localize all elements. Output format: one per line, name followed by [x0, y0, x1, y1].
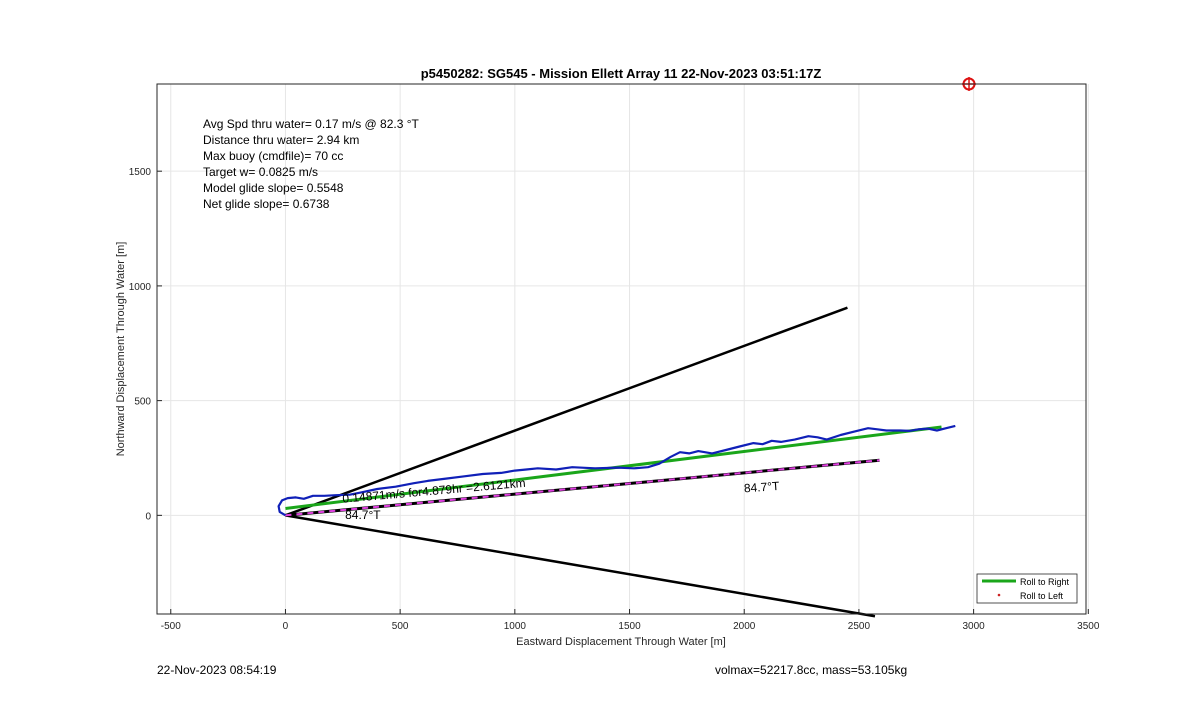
- x-tick-label: 500: [392, 621, 409, 632]
- legend-box: [976, 573, 1078, 604]
- heading-line-dashed: [285, 459, 880, 517]
- stat-line: Distance thru water= 2.94 km: [203, 133, 359, 147]
- stat-line: Model glide slope= 0.5548: [203, 181, 344, 195]
- plot-frame: [156, 83, 1087, 615]
- annotation-label: 84.7°T: [743, 479, 780, 495]
- y-tick-label: 1500: [129, 167, 152, 178]
- cone-line-upper: [285, 306, 848, 517]
- x-tick-label: 2500: [848, 621, 871, 632]
- glider-track: [277, 424, 956, 517]
- x-tick-label: 2000: [733, 621, 756, 632]
- stats-block: Avg Spd thru water= 0.17 m/s @ 82.3 °T Di…: [203, 117, 420, 211]
- legend-label-roll-left: Roll to Left: [1020, 591, 1064, 601]
- x-tick-label: 3000: [962, 621, 985, 632]
- legend: Roll to Right Roll to Left: [976, 573, 1078, 604]
- x-tick-label: -500: [161, 621, 181, 632]
- footer-params: volmax=52217.8cc, mass=53.105kg: [715, 663, 908, 677]
- cone-line-lower: [285, 514, 876, 618]
- footer-timestamp: 22-Nov-2023 08:54:19: [157, 663, 277, 677]
- y-tick-label: 500: [134, 397, 151, 408]
- x-axis-label: Eastward Displacement Through Water [m]: [516, 636, 726, 648]
- grid-lines: [157, 84, 1089, 614]
- y-axis-label: Northward Displacement Through Water [m]: [115, 242, 127, 457]
- legend-swatch-roll-left: [997, 593, 1001, 597]
- plot-area: [157, 84, 1086, 614]
- x-tick-label: 3500: [1077, 621, 1100, 632]
- stat-line: Target w= 0.0825 m/s: [203, 165, 318, 179]
- x-tick-labels: -500 0 500 1000 1500 2000 2500 3000 3500: [161, 621, 1100, 632]
- annotation-label: 84.7°T: [345, 508, 381, 522]
- y-tick-label: 0: [145, 511, 151, 522]
- y-tick-label: 1000: [129, 282, 152, 293]
- x-tick-label: 0: [283, 621, 289, 632]
- chart-title: p5450282: SG545 - Mission Ellett Array 1…: [421, 66, 822, 81]
- x-tick-label: 1500: [618, 621, 641, 632]
- legend-label-roll-right: Roll to Right: [1020, 577, 1070, 587]
- stat-line: Max buoy (cmdfile)= 70 cc: [203, 149, 343, 163]
- x-tick-label: 1000: [504, 621, 527, 632]
- stat-line: Avg Spd thru water= 0.17 m/s @ 82.3 °T: [203, 117, 420, 131]
- y-tick-labels: 0 500 1000 1500: [129, 167, 152, 522]
- stat-line: Net glide slope= 0.6738: [203, 197, 330, 211]
- plot-lines: [277, 77, 977, 618]
